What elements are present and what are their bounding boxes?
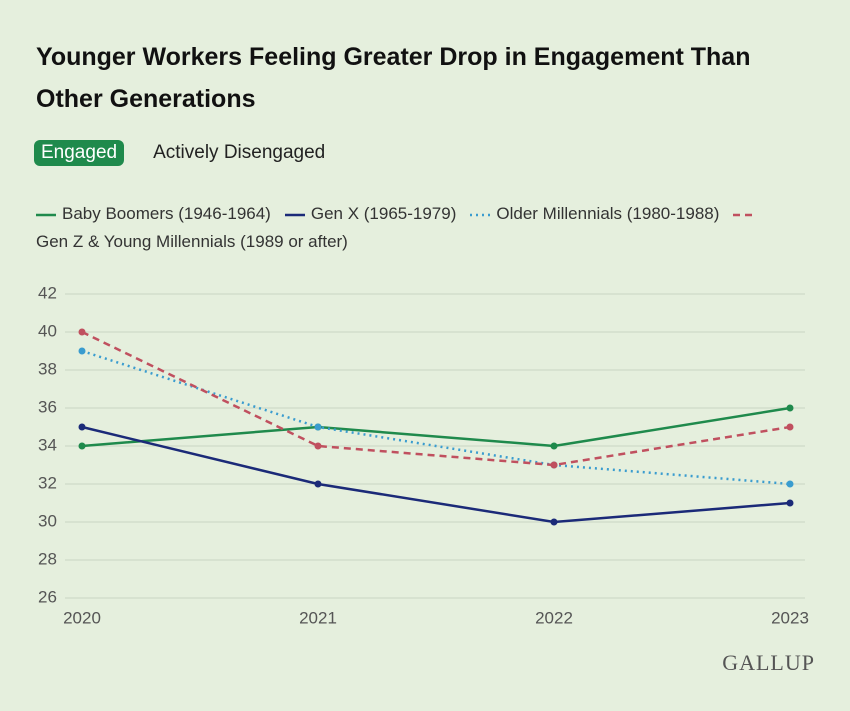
y-tick-label: 30 <box>38 511 57 530</box>
y-tick-label: 26 <box>38 587 57 606</box>
legend-swatch <box>284 213 305 216</box>
x-tick-label: 2022 <box>535 608 573 627</box>
data-point <box>78 347 86 355</box>
data-point <box>550 461 558 469</box>
data-point <box>314 423 322 431</box>
data-point <box>78 442 86 450</box>
legend: Baby Boomers (1946-1964) Gen X (1965-1979… <box>36 200 786 256</box>
x-tick-label: 2023 <box>771 608 809 627</box>
toggle-option[interactable]: Actively Disengaged <box>153 142 326 163</box>
legend-label: Baby Boomers (1946-1964) <box>62 204 271 223</box>
y-tick-label: 42 <box>38 283 57 302</box>
y-tick-label: 28 <box>38 549 57 568</box>
data-point <box>78 328 86 336</box>
legend-swatch <box>733 213 754 216</box>
series-line <box>81 425 791 524</box>
legend-item: Gen X (1965-1979) <box>284 204 457 223</box>
data-point <box>78 423 86 431</box>
legend-item: Gen Z & Young Millennials (1989 or after… <box>36 204 759 251</box>
legend-label: Older Millennials (1980-1988) <box>496 204 720 223</box>
series-line <box>81 406 791 448</box>
data-point <box>786 480 794 488</box>
legend-label: Gen X (1965-1979) <box>310 204 457 223</box>
data-point <box>550 518 558 526</box>
x-tick-label: 2020 <box>63 608 101 627</box>
y-tick-label: 32 <box>38 473 57 492</box>
y-tick-label: 40 <box>38 321 57 340</box>
series-line <box>81 349 791 486</box>
source-logo: GALLUP <box>722 650 815 675</box>
data-point <box>314 442 322 450</box>
data-point <box>786 499 794 507</box>
legend-item: Baby Boomers (1946-1964) <box>36 204 271 223</box>
data-point <box>314 480 322 488</box>
series-line <box>81 330 791 467</box>
y-tick-label: 34 <box>38 435 57 454</box>
legend-item: Older Millennials (1980-1988) <box>470 204 719 223</box>
data-point <box>786 423 794 431</box>
y-tick-label: 36 <box>38 397 57 416</box>
toggle-option[interactable]: Engaged <box>34 140 125 166</box>
legend-swatch <box>36 213 56 216</box>
y-tick-label: 38 <box>38 359 57 378</box>
legend-label: Gen Z & Young Millennials (1989 or after… <box>36 232 348 251</box>
toggle: Engaged Actively Disengaged <box>34 140 332 166</box>
chart-title: Younger Workers Feeling Greater Drop in … <box>36 43 751 113</box>
x-tick-label: 2021 <box>299 608 337 627</box>
data-point <box>786 404 794 412</box>
data-point <box>550 442 558 450</box>
